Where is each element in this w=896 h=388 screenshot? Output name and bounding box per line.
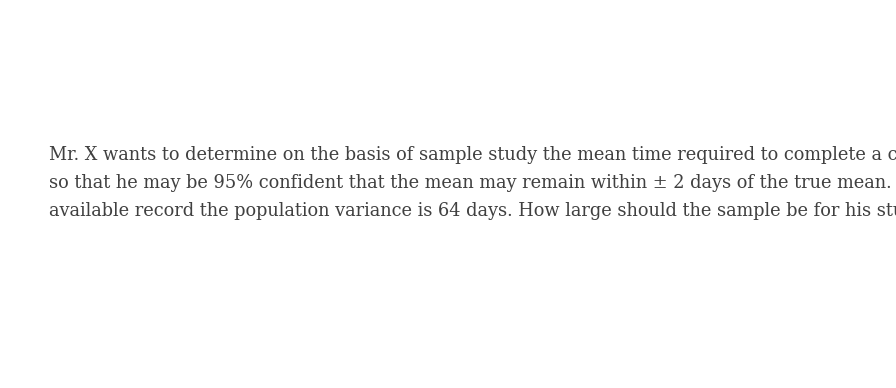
Text: available record the population variance is 64 days. How large should the sample: available record the population variance…	[49, 202, 896, 220]
Text: so that he may be 95% confident that the mean may remain within ± 2 days of the : so that he may be 95% confident that the…	[49, 174, 896, 192]
Text: Mr. X wants to determine on the basis of sample study the mean time required to : Mr. X wants to determine on the basis of…	[49, 146, 896, 164]
